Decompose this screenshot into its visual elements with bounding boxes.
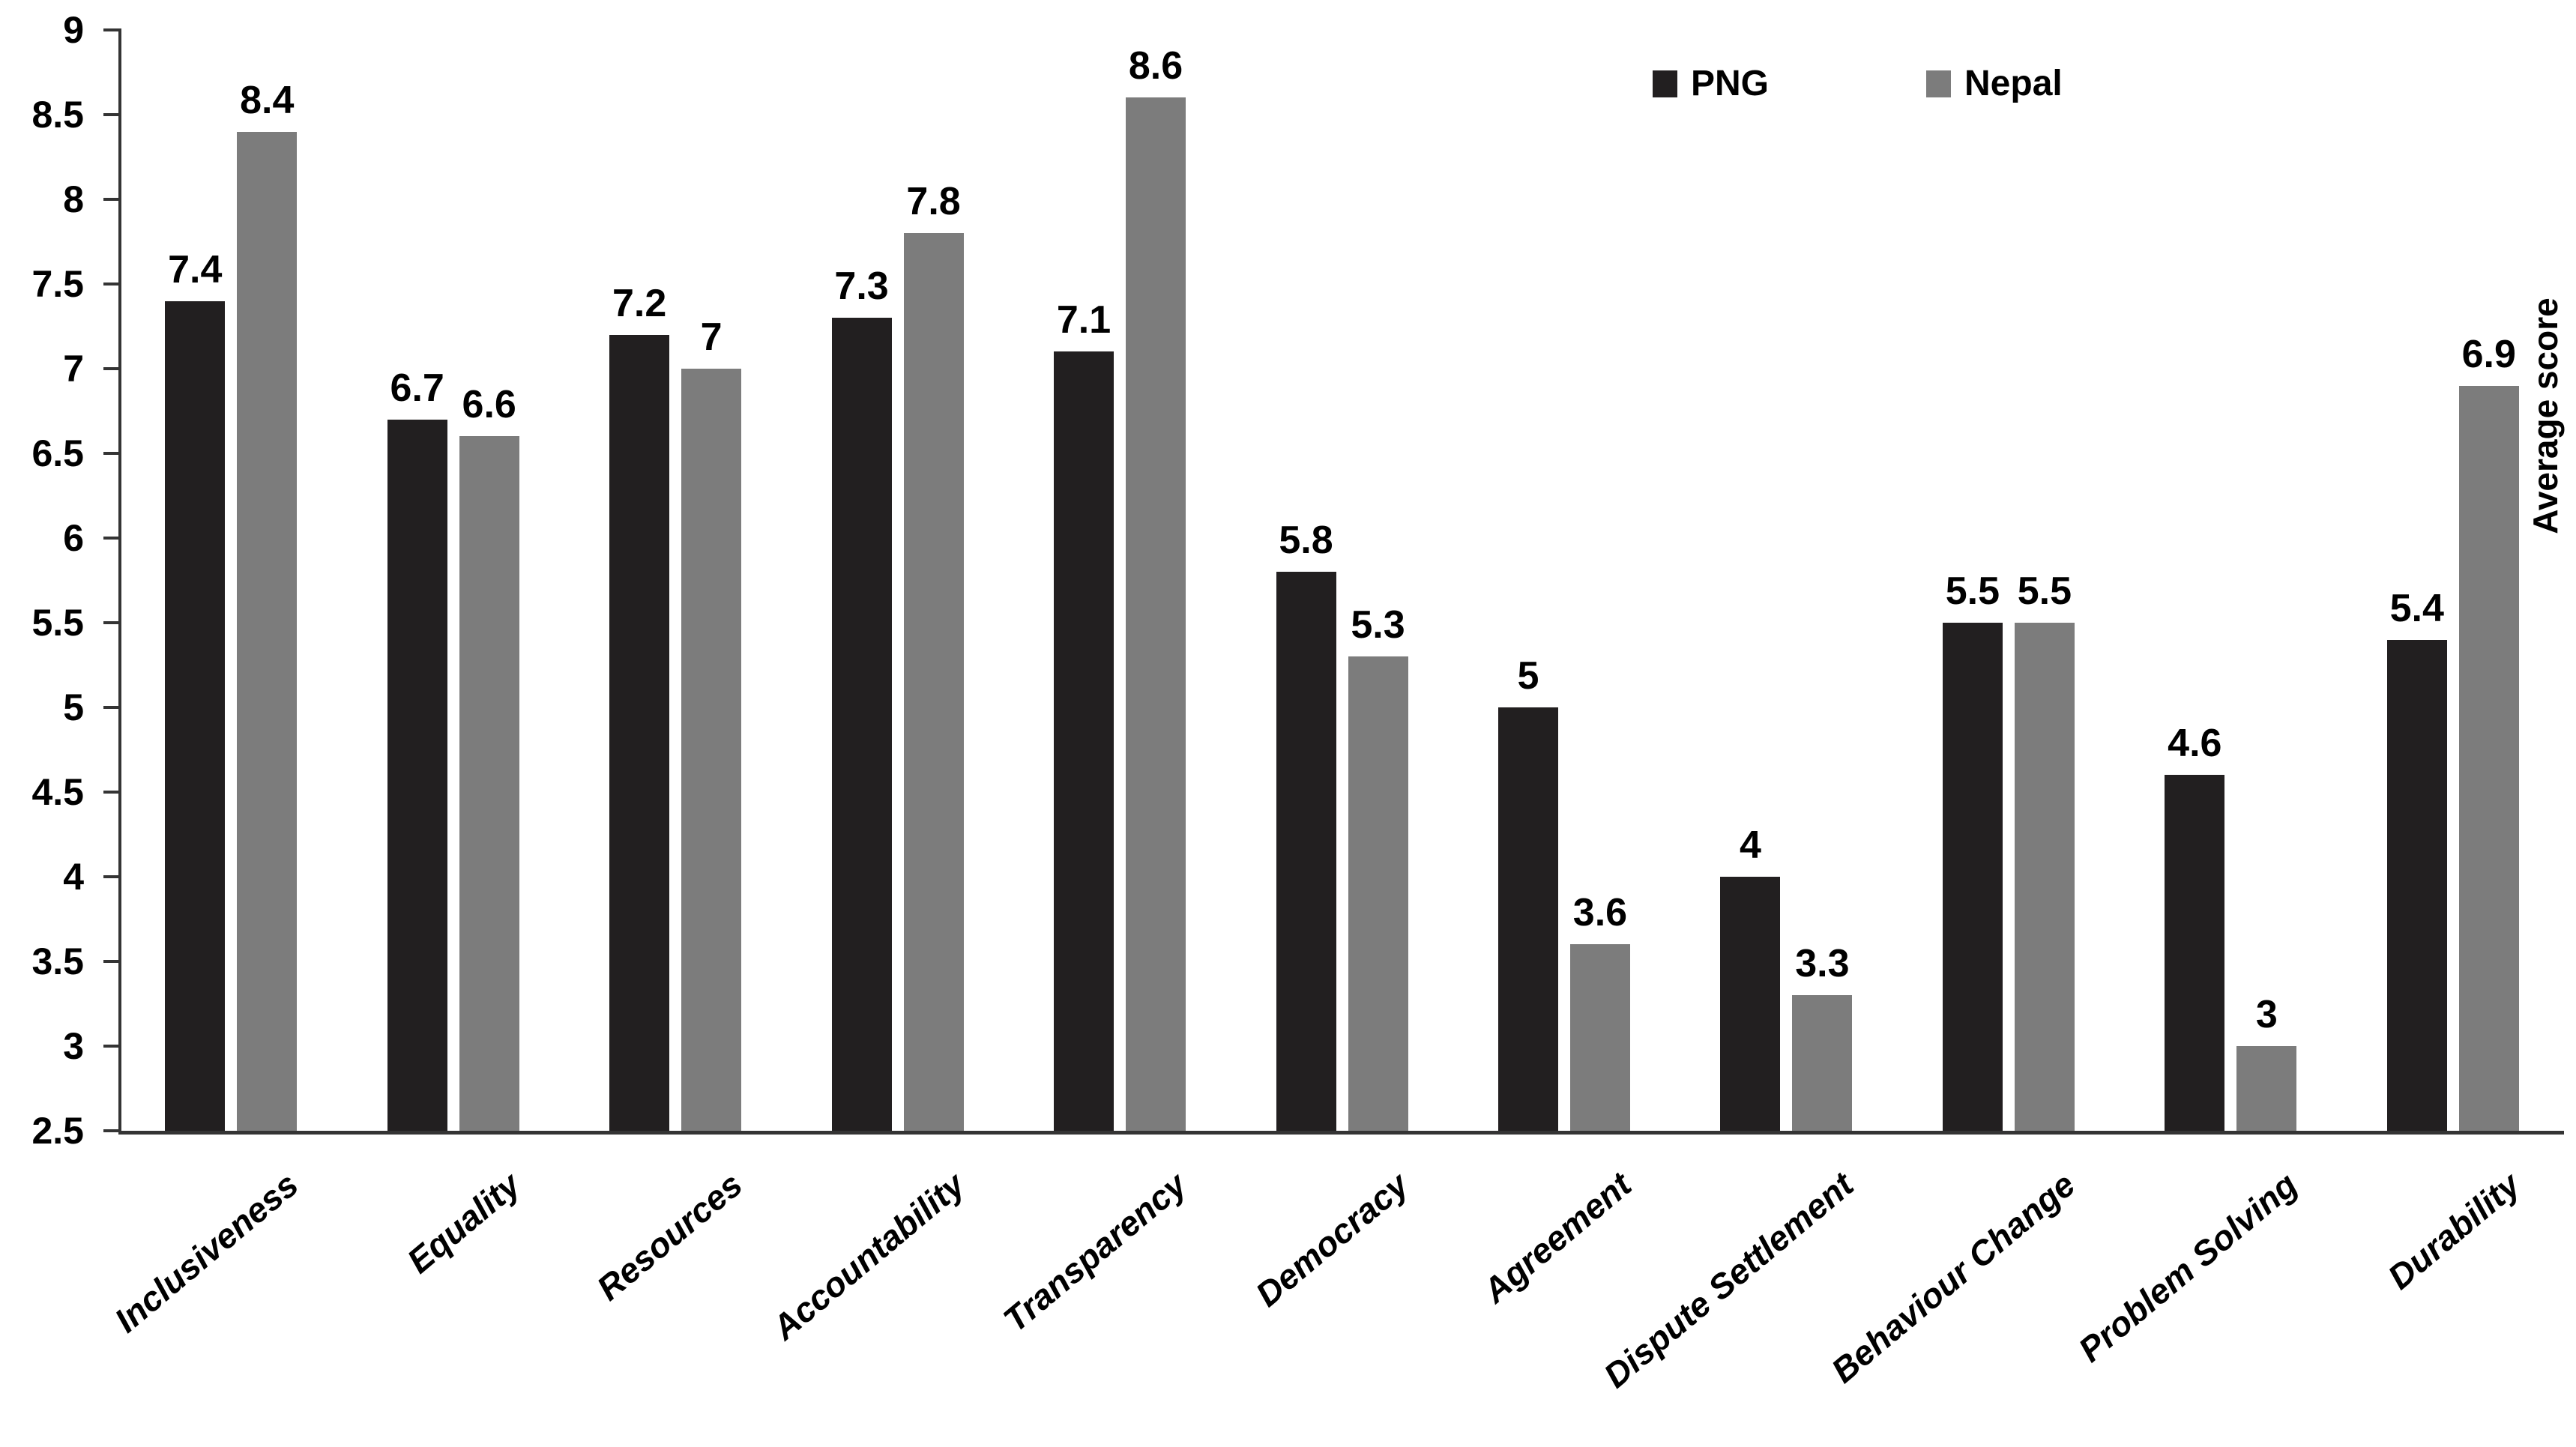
value-label-png-accountability: 7.3 xyxy=(834,265,889,309)
value-label-png-problem-solving: 4.6 xyxy=(2168,722,2222,766)
y-tick xyxy=(103,621,120,624)
y-tick-label: 6 xyxy=(63,517,84,559)
x-axis-line xyxy=(118,1131,2564,1135)
category-label-resources: Resources xyxy=(589,1164,749,1308)
bar-png-accountability xyxy=(831,318,892,1131)
value-label-nepal-durability: 6.9 xyxy=(2461,332,2516,376)
y-tick-label: 2.5 xyxy=(31,1110,84,1152)
legend-swatch-nepal xyxy=(1926,70,1952,97)
y-tick xyxy=(103,367,120,370)
value-label-nepal-resources: 7 xyxy=(700,315,723,359)
y-tick xyxy=(103,198,120,201)
y-tick xyxy=(103,1129,120,1132)
bar-png-inclusiveness xyxy=(165,300,226,1131)
value-label-png-equality: 6.7 xyxy=(390,366,444,410)
bar-png-behaviour-change xyxy=(1942,623,2003,1131)
y-tick-label: 5 xyxy=(63,686,84,728)
bar-png-resources xyxy=(609,334,670,1131)
value-label-nepal-agreement: 3.6 xyxy=(1572,891,1628,935)
value-label-nepal-inclusiveness: 8.4 xyxy=(240,78,295,122)
value-label-nepal-transparency: 8.6 xyxy=(1128,44,1183,88)
bar-nepal-dispute-settlement xyxy=(1792,995,1853,1131)
category-label-durability: Durability xyxy=(2380,1164,2527,1297)
y-tick-label: 4 xyxy=(63,856,84,898)
y-tick xyxy=(103,537,120,540)
value-label-nepal-democracy: 5.3 xyxy=(1351,603,1405,647)
bar-nepal-problem-solving xyxy=(2236,1046,2297,1131)
value-label-nepal-dispute-settlement: 3.3 xyxy=(1795,942,1850,986)
bar-png-problem-solving xyxy=(2165,775,2225,1131)
y-axis-title: Average score xyxy=(2526,297,2565,534)
bar-nepal-agreement xyxy=(1569,944,1630,1131)
value-label-nepal-problem-solving: 3 xyxy=(2255,993,2278,1036)
category-label-transparency: Transparency xyxy=(995,1164,1194,1340)
bar-nepal-equality xyxy=(459,436,519,1131)
bar-nepal-transparency xyxy=(1126,97,1186,1131)
bar-nepal-democracy xyxy=(1348,656,1408,1131)
bar-png-equality xyxy=(387,419,447,1131)
legend-swatch-png xyxy=(1653,70,1677,97)
bar-nepal-accountability xyxy=(903,233,964,1131)
category-label-accountability: Accountability xyxy=(764,1164,972,1347)
y-tick-label: 7.5 xyxy=(31,263,84,305)
bar-png-durability xyxy=(2386,639,2447,1131)
y-tick xyxy=(103,452,120,455)
bar-png-transparency xyxy=(1054,351,1114,1131)
y-tick-label: 8 xyxy=(63,178,84,220)
legend: PNG Nepal xyxy=(1653,66,2063,102)
bar-nepal-durability xyxy=(2458,385,2519,1131)
y-tick-label: 3 xyxy=(63,1025,84,1067)
bar-nepal-behaviour-change xyxy=(2014,623,2075,1131)
y-tick-label: 9 xyxy=(63,9,84,51)
legend-label-png: PNG xyxy=(1691,64,1770,103)
value-label-nepal-equality: 6.6 xyxy=(462,383,516,427)
value-label-png-inclusiveness: 7.4 xyxy=(168,247,223,291)
y-tick-label: 5.5 xyxy=(31,602,84,644)
y-tick xyxy=(103,283,120,286)
bar-nepal-inclusiveness xyxy=(237,131,298,1131)
value-label-png-agreement: 5 xyxy=(1517,654,1539,698)
value-label-nepal-behaviour-change: 5.5 xyxy=(2017,570,2072,613)
value-label-png-behaviour-change: 5.5 xyxy=(1945,570,2000,613)
y-tick-label: 3.5 xyxy=(31,940,84,982)
value-label-png-transparency: 7.1 xyxy=(1056,298,1111,342)
bar-png-democracy xyxy=(1276,572,1336,1131)
value-label-nepal-accountability: 7.8 xyxy=(906,180,961,224)
y-tick-label: 7 xyxy=(63,348,84,390)
y-tick xyxy=(103,791,120,794)
bar-nepal-resources xyxy=(681,369,742,1131)
value-label-png-dispute-settlement: 4 xyxy=(1739,824,1761,867)
y-axis-line xyxy=(118,28,121,1134)
category-label-agreement: Agreement xyxy=(1475,1164,1638,1311)
value-label-png-resources: 7.2 xyxy=(612,281,667,325)
category-label-democracy: Democracy xyxy=(1248,1164,1417,1314)
value-label-png-durability: 5.4 xyxy=(2389,586,2444,630)
bar-png-dispute-settlement xyxy=(1720,877,1781,1131)
y-tick xyxy=(103,960,120,963)
y-tick xyxy=(103,706,120,709)
category-label-dispute-settlement: Dispute Settlement xyxy=(1596,1164,1861,1395)
y-tick xyxy=(103,28,120,31)
legend-label-nepal: Nepal xyxy=(1964,64,2063,103)
category-label-equality: Equality xyxy=(399,1164,528,1281)
category-label-problem-solving: Problem Solving xyxy=(2071,1164,2305,1370)
y-tick-label: 6.5 xyxy=(31,432,84,474)
category-label-behaviour-change: Behaviour Change xyxy=(1824,1164,2083,1391)
y-tick xyxy=(103,875,120,878)
category-label-inclusiveness: Inclusiveness xyxy=(106,1164,306,1341)
value-label-png-democracy: 5.8 xyxy=(1279,519,1333,563)
y-tick xyxy=(103,113,120,116)
bar-png-agreement xyxy=(1497,707,1558,1131)
y-tick-label: 8.5 xyxy=(31,94,84,136)
legend-item-png: PNG xyxy=(1653,66,1769,102)
y-tick xyxy=(103,1045,120,1048)
y-tick-label: 4.5 xyxy=(31,771,84,813)
legend-item-nepal: Nepal xyxy=(1926,66,2063,102)
